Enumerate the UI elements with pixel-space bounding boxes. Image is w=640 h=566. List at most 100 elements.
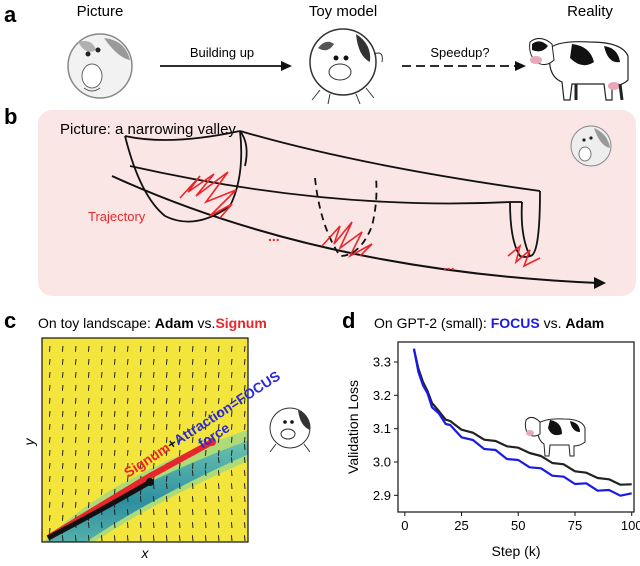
field-arrow [61,436,64,443]
y-tick-label: 3.1 [373,421,391,436]
field-arrow [139,496,142,503]
field-arrow [139,410,142,417]
field-arrow [217,410,220,417]
field-arrow [217,371,220,378]
field-arrow [61,475,64,482]
field-arrow [243,436,246,443]
field-arrow [126,410,129,417]
x-axis-label: Step (k) [491,543,540,559]
field-arrow [48,475,51,482]
field-arrow [126,384,129,391]
field-arrow [178,509,181,516]
field-arrow [139,462,142,469]
field-arrow [243,444,246,451]
field-arrow [152,423,155,430]
y-tick-label: 3.3 [373,355,391,370]
field-arrow [191,410,194,417]
field-arrow [87,423,90,430]
toy-cow-sketch [309,28,383,105]
panel-d-title-prefix: On GPT-2 (small): [374,315,491,331]
small-cow-sketch [570,125,612,167]
field-arrow [217,436,220,443]
field-arrow [165,410,168,417]
panel-c-cow-sketch [269,407,311,453]
panel-a: a Picture Toy model Reality Building up [0,0,640,106]
field-arrow [48,501,51,508]
panel-a-canvas: a Picture Toy model Reality Building up [4,2,629,105]
field-arrow [152,358,155,365]
field-arrow [204,470,207,477]
field-arrow [87,462,90,469]
field-arrow [87,501,90,508]
field-arrow [87,522,90,529]
field-arrow [204,371,207,378]
field-arrow [126,397,129,404]
field-arrow [48,423,51,430]
field-arrow [204,535,207,542]
field-arrow [100,449,103,456]
field-arrow [48,410,51,417]
field-arrow [230,522,233,529]
y-tick-label: 2.9 [373,488,391,503]
field-arrow [113,488,116,495]
field-arrow [61,462,64,469]
field-arrow [165,496,168,503]
field-arrow [230,470,233,477]
field-arrow [126,345,129,352]
trajectory-label: Trajectory [88,209,146,224]
field-arrow [139,358,142,365]
panel-b: b Picture: a narrowing valley Trajectory… [0,104,640,302]
field-arrow [87,535,90,542]
field-arrow [61,449,64,456]
field-arrow [152,483,155,490]
field-arrow [165,371,168,378]
panel-d-chart: d On GPT-2 (small): FOCUS vs. Adam 0 25 50… [342,308,640,559]
field-arrow [204,509,207,516]
picture-cow-sketch [67,33,133,99]
panel-c-title-signum: Signum [215,315,266,331]
field-arrow [230,449,233,456]
field-arrow [230,436,233,443]
field-arrow [113,397,116,404]
field-arrow [139,371,142,378]
panel-d-title-vs: vs. [540,315,566,331]
field-arrow [61,488,64,495]
field-arrow [243,397,246,404]
plot-frame [397,341,635,513]
field-arrow [204,462,207,469]
field-arrow [48,371,51,378]
field-arrow [191,345,194,352]
field-arrow [204,345,207,352]
field-arrow [113,449,116,456]
field-arrow [178,371,181,378]
field-arrow [61,397,64,404]
field-arrow [204,436,207,443]
field-arrow [61,410,64,417]
building-up-label: Building up [190,45,254,60]
chart-marks: 0 25 50 75 100 2.9 3.0 3.1 3.2 3.3 [373,348,640,533]
reality-cow-image [529,38,629,101]
field-arrow [204,449,207,456]
field-arrow [152,509,155,516]
field-arrow [126,462,129,469]
field-arrow [204,496,207,503]
field-arrow [87,384,90,391]
field-arrow [230,384,233,391]
field-arrow [152,371,155,378]
field-arrow [74,475,77,482]
field-arrow [74,358,77,365]
field-arrow [113,475,116,482]
field-arrow [126,371,129,378]
field-arrow [191,384,194,391]
field-arrow [230,496,233,503]
field-arrow [165,509,168,516]
field-arrow [178,535,181,542]
panel-d-cow-image [524,416,586,457]
field-arrow [74,410,77,417]
panel-b-canvas: b Picture: a narrowing valley Trajectory… [4,104,636,296]
field-arrow [217,470,220,477]
field-arrow [217,449,220,456]
field-arrow [113,462,116,469]
panel-c-ylabel: y [21,438,37,447]
field-arrow [74,345,77,352]
